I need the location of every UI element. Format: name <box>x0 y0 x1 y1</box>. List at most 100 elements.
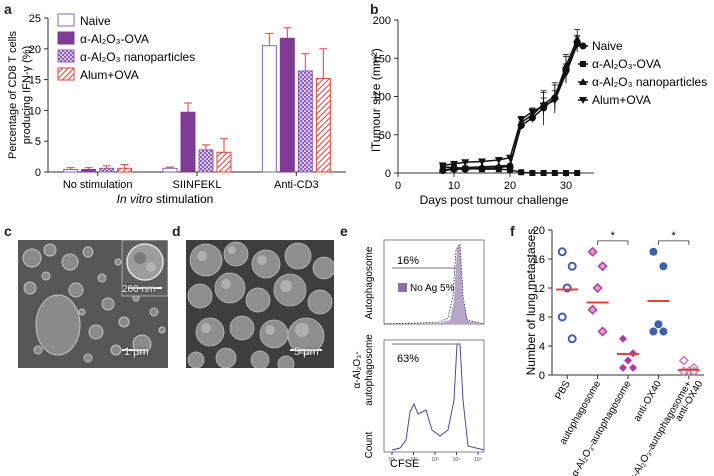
f-point <box>659 327 668 336</box>
b-ytick-label: 0 <box>385 168 391 180</box>
e-top-ylabel: Autophagosome <box>364 246 375 319</box>
a-bar <box>315 77 331 173</box>
b-series-line <box>442 44 578 167</box>
a-xtick-label: SIINFEKL <box>173 179 222 191</box>
f-point <box>587 304 598 315</box>
a-legend-swatch <box>57 49 75 63</box>
f-ytick-label: 4 <box>539 341 545 353</box>
e-top-pct: 16% <box>397 255 419 267</box>
b-point <box>574 170 581 176</box>
b-point <box>478 158 486 166</box>
a-ytick-label: 10 <box>29 105 41 117</box>
b-point <box>478 162 486 170</box>
b-point <box>579 97 587 104</box>
a-bar <box>261 45 277 173</box>
e-top-plot <box>383 239 485 325</box>
f-xtick-label: α-Al₂O₃-autophagosome <box>570 379 634 476</box>
b-point <box>461 159 470 167</box>
a-ytick-label: 20 <box>29 44 41 56</box>
a-bar <box>81 169 97 173</box>
b-point <box>562 70 570 78</box>
a-xtick-label: Anti-CD3 <box>274 179 319 191</box>
b-ytick-label: 100 <box>373 92 391 104</box>
e-xtick-label: 10² <box>410 457 418 463</box>
f-sig-star: * <box>671 230 676 242</box>
b-legend-label: α-Al₂O₃-OVA <box>592 57 661 71</box>
b-point <box>450 164 458 172</box>
b-point <box>551 170 558 176</box>
micrograph-d: 5 μm <box>186 240 334 368</box>
f-point <box>649 247 658 256</box>
f-point <box>557 312 567 322</box>
a-bar <box>99 167 115 173</box>
f-point <box>587 246 598 257</box>
a-xtick-label: No stimulation <box>63 179 133 191</box>
a-legend-label: α-Al₂O₃ nanoparticles <box>80 50 195 64</box>
f-point <box>567 261 577 271</box>
a-ytick-label: 0 <box>35 167 41 179</box>
a-legend-label: Alum+OVA <box>80 68 139 82</box>
a-ytick-label: 25 <box>29 13 41 25</box>
b-xtick-label: 20 <box>504 180 516 192</box>
b-point <box>563 170 569 176</box>
f-sig-bracket <box>597 240 629 245</box>
e-xtick-label: 10¹ <box>388 457 396 463</box>
b-point <box>579 42 587 50</box>
b-point <box>540 170 547 176</box>
f-point <box>619 334 627 343</box>
b-point <box>518 169 525 176</box>
f-point <box>597 261 608 272</box>
b-point <box>507 166 513 173</box>
f-xtick-label: PBS <box>553 379 573 402</box>
f-xtick-label: anti-OX40 <box>632 379 664 424</box>
a-legend-label: Naive <box>80 14 111 28</box>
panel-label-a: a <box>4 1 12 17</box>
a-bar <box>297 70 313 173</box>
e-cfse-label: CFSE <box>390 458 419 470</box>
e-bot-ylabel-1: α-Al₂O₃- <box>352 351 363 388</box>
b-ytick-label: 150 <box>373 53 391 65</box>
b-point <box>579 78 587 85</box>
b-point <box>461 163 470 171</box>
e-xtick-label: 10⁴ <box>453 457 461 463</box>
f-ytick-label: 0 <box>539 370 545 382</box>
chart-a-xlabel: In vitro stimulation <box>117 192 214 206</box>
panel-label-c: c <box>4 223 12 239</box>
b-point <box>528 108 537 116</box>
f-point <box>678 355 689 366</box>
a-bar <box>198 149 214 173</box>
e-top-histogram <box>383 242 485 325</box>
micrograph-c-image <box>18 240 168 368</box>
b-point <box>494 156 503 164</box>
a-bar <box>162 167 178 173</box>
a-bar <box>216 151 232 173</box>
b-point <box>550 97 559 105</box>
e-legend-swatch <box>398 283 407 292</box>
e-legend-text: No Ag 5% <box>410 283 455 294</box>
f-sig-star: * <box>611 230 616 242</box>
panel-label-e: e <box>340 223 348 239</box>
chart-a: Percentage of CD8 T cells producing IFN-… <box>7 13 346 206</box>
chart-b: lTumour size (mm²) Days post tumour chal… <box>369 15 707 207</box>
panel-label-f: f <box>510 223 515 239</box>
e-top-noag-fill <box>384 246 484 324</box>
b-point <box>506 161 514 169</box>
b-legend-label: Alum+OVA <box>592 93 651 107</box>
a-bar <box>279 37 295 173</box>
a-legend-swatch <box>57 13 75 27</box>
b-point <box>517 116 526 124</box>
f-ytick-label: 12 <box>533 283 545 295</box>
panel-e: Autophagosome α-Al₂O₃- autophagosome Cou… <box>352 239 485 470</box>
micrograph-d-image <box>186 240 334 368</box>
a-bar <box>180 111 196 173</box>
b-xtick-label: 0 <box>395 180 401 192</box>
b-point <box>495 166 502 173</box>
b-point <box>580 61 586 67</box>
b-point <box>450 160 458 168</box>
a-legend-swatch <box>57 67 75 81</box>
e-bot-ylabel-2: autophagosome <box>364 334 375 406</box>
chart-a-xlabel-rest: stimulation <box>153 192 214 206</box>
f-ytick-label: 16 <box>533 254 545 266</box>
chart-b-xlabel: Days post tumour challenge <box>420 193 569 207</box>
